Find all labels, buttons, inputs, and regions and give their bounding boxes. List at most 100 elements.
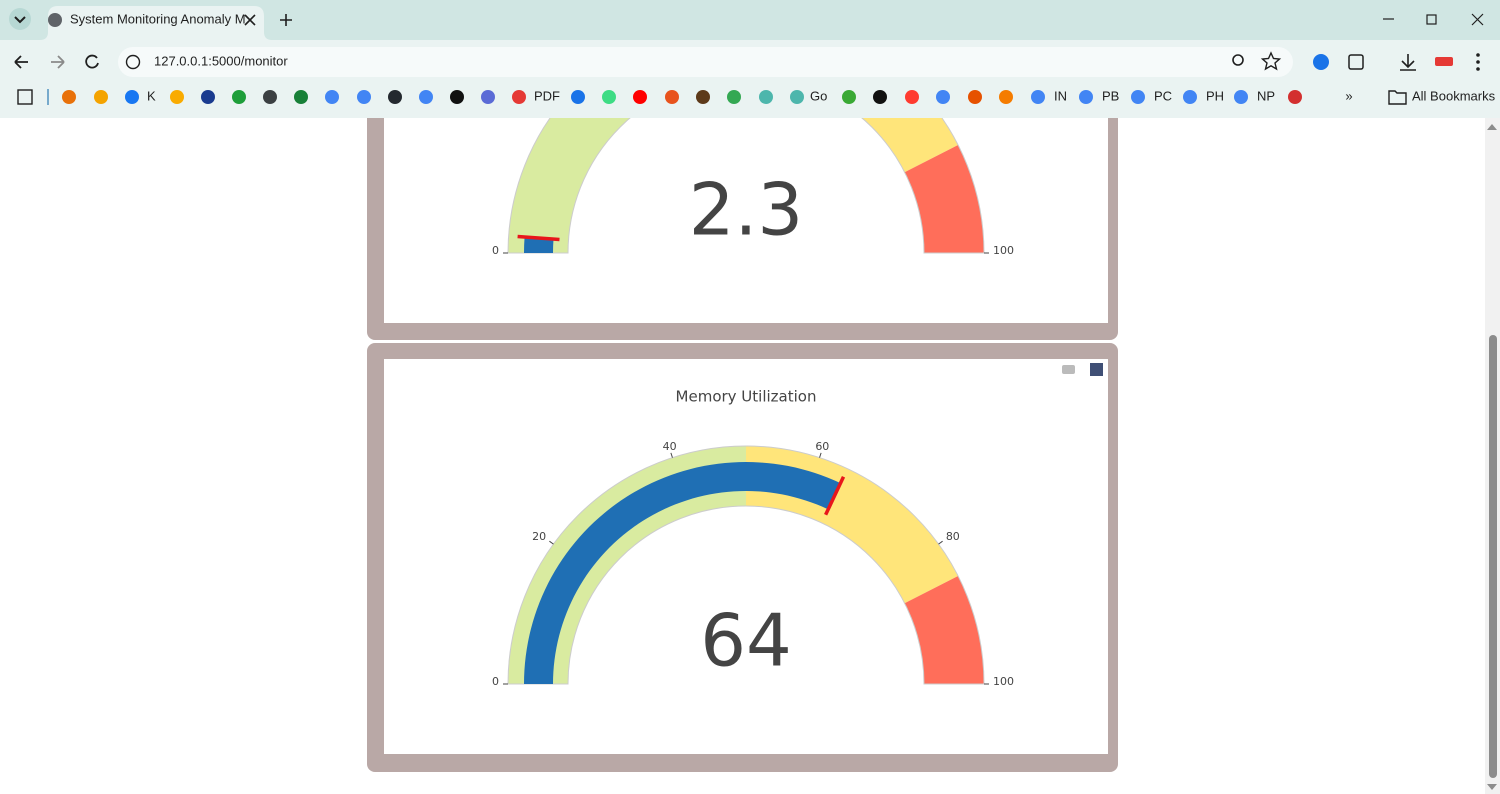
gauge-value: 2.3 [689,168,804,252]
gauge-outline [507,445,985,685]
back[interactable] [14,55,28,69]
bookmark-label[interactable]: IN [1054,88,1067,103]
bookmark-icon[interactable] [294,90,308,104]
bookmark-label[interactable]: PDF [534,88,560,103]
threshold-line [824,476,846,516]
bookmark-label[interactable]: PH [1206,88,1224,103]
bookmark-icon[interactable] [1234,90,1248,104]
tab-favicon [48,13,62,27]
apps-icon[interactable] [17,89,33,105]
bookmark-icon[interactable] [936,90,950,104]
gauge-step [508,446,746,684]
bookmark-icon[interactable] [1131,90,1145,104]
address-bar[interactable] [118,47,1293,77]
bookmark-icon[interactable] [512,90,526,104]
tab-close[interactable] [244,14,256,26]
scrollbar-thumb[interactable] [1489,335,1497,778]
plot-area [384,90,1108,323]
bookmark-icon[interactable] [1288,90,1302,104]
bookmark-icon[interactable] [1031,90,1045,104]
bookmark-icon[interactable] [1183,90,1197,104]
plot-area [384,359,1108,754]
bookmark-icon[interactable] [325,90,339,104]
tab-title: System Monitoring Anomaly M [70,11,246,26]
gauge-bar [524,236,554,253]
bookmark-icon[interactable] [727,90,741,104]
tick-mark [938,540,943,545]
site-info[interactable] [125,54,141,70]
new-tab[interactable] [280,14,292,26]
gauge-value: 64 [700,599,792,683]
bookmarks-bar: K PDF Go IN PB PC PH NP [17,88,1302,105]
close-window[interactable] [1471,13,1484,26]
bookmark-star[interactable] [1260,51,1282,71]
modebar-camera[interactable] [1062,365,1075,374]
bookmark-icon[interactable] [481,90,495,104]
forward[interactable] [51,55,65,69]
bookmark-icon[interactable] [450,90,464,104]
reload[interactable] [85,54,99,69]
tick-mark [819,452,822,458]
bookmark-icon[interactable] [759,90,773,104]
bookmark-icon[interactable] [419,90,433,104]
bookmark-icon[interactable] [125,90,139,104]
downloads[interactable] [1400,54,1416,71]
bookmark-icon[interactable] [905,90,919,104]
bookmark-icon[interactable] [968,90,982,104]
bookmark-icon[interactable] [790,90,804,104]
extension-icon[interactable] [1313,54,1329,70]
gauge-step [904,144,984,253]
gauge-step [904,575,984,684]
chevron [14,16,26,24]
tab-search[interactable] [9,8,31,30]
threshold-line [517,234,560,242]
bookmark-icon[interactable] [263,90,277,104]
bookmark-icon[interactable] [357,90,371,104]
bookmark-label[interactable]: Go [810,88,827,103]
bookmark-icon[interactable] [201,90,215,104]
bookmark-icon[interactable] [388,90,402,104]
tick-label: 60 [815,440,829,453]
tick-label: 0 [492,675,499,688]
bookmark-icon[interactable] [999,90,1013,104]
extensions[interactable] [1348,54,1364,70]
tick-mark [549,540,554,545]
chart-title: Memory Utilization [676,388,817,406]
bookmark-icon[interactable] [602,90,616,104]
gauge: 0 20 40 60 80 100 64 Memory Utilization [492,388,1014,689]
bookmark-icon[interactable] [62,90,76,104]
bookmark-label[interactable]: PC [1154,88,1172,103]
bookmark-icon[interactable] [571,90,585,104]
tick-label: 100 [993,244,1014,257]
bookmark-label[interactable]: PB [1102,88,1119,103]
bookmark-icon[interactable] [665,90,679,104]
bookmark-icon[interactable] [842,90,856,104]
bookmark-icon[interactable] [170,90,184,104]
zoom-icon[interactable] [1232,54,1244,66]
bookmark-icon[interactable] [873,90,887,104]
bookmark-icon[interactable] [94,90,108,104]
bookmark-label[interactable]: K [147,88,156,103]
more-bookmarks[interactable]: » [1345,88,1352,103]
all-bookmarks[interactable]: All Bookmarks [1412,88,1496,103]
bookmark-icon[interactable] [696,90,710,104]
active-tab[interactable] [40,6,272,40]
gauge-bar [524,462,841,684]
bookmark-icon[interactable] [1079,90,1093,104]
bookmark-label[interactable]: NP [1257,88,1275,103]
tick-label: 0 [492,244,499,257]
menu[interactable] [1476,53,1480,71]
url[interactable]: 127.0.0.1:5000/monitor [154,53,288,68]
tick-mark [670,452,673,458]
extension-icon[interactable] [1435,57,1453,66]
modebar-plotly[interactable] [1090,363,1103,376]
folder-icon [1388,90,1407,105]
bookmark-icon[interactable] [633,90,647,104]
tick-label: 80 [946,530,960,543]
bookmark-icon[interactable] [232,90,246,104]
tick-label: 100 [993,675,1014,688]
restore[interactable] [1426,14,1437,25]
